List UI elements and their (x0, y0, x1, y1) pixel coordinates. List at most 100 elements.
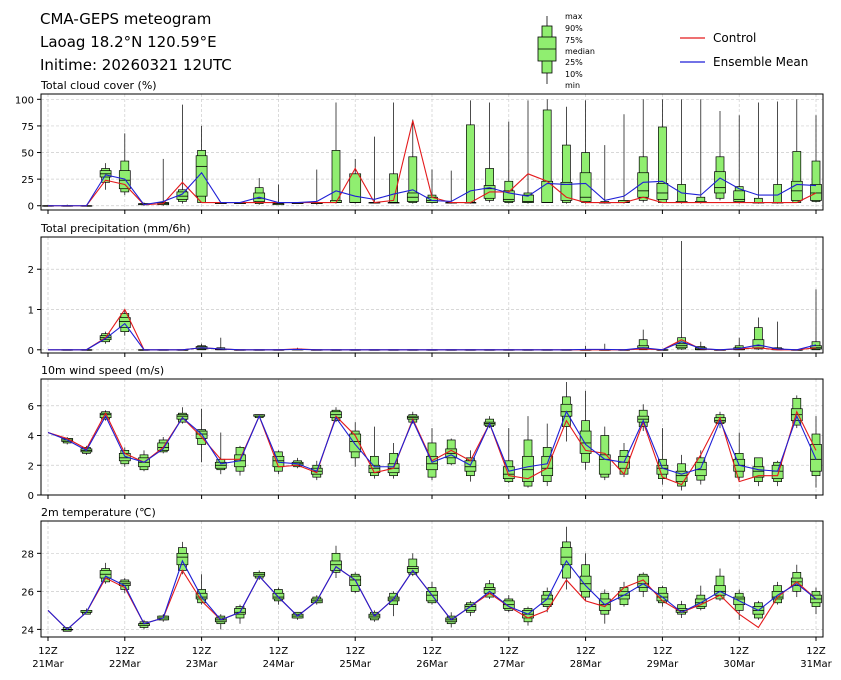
box-7 (176, 104, 189, 204)
box-28 (579, 390, 592, 470)
p25-p75-box (426, 591, 438, 602)
p25-p75-box (502, 190, 515, 202)
y-tick-label: 25 (21, 175, 34, 186)
p25-p75-box (195, 155, 208, 197)
x-tick-label-hour: 12Z (422, 646, 442, 657)
panel-title: Total precipitation (mm/6h) (40, 222, 191, 235)
box-15 (330, 102, 342, 204)
box-18 (387, 442, 400, 479)
p25-p75-box (598, 454, 611, 475)
y-tick-label: 0 (28, 491, 34, 502)
legend-p10: 10% (565, 70, 583, 79)
panel-3: 2m temperature (℃) 24 26 28 12Z 21Mar 12Z 22Mar… (21, 506, 832, 670)
box-30 (618, 442, 630, 478)
p25-p75-box (560, 547, 573, 566)
y-tick-label: 2 (28, 461, 34, 472)
box-22 (464, 600, 477, 617)
box-22 (464, 450, 477, 482)
y-tick-label: 75 (21, 122, 34, 133)
p25-p75-box (752, 339, 765, 349)
box-27 (560, 526, 573, 590)
ensemble-mean-line (48, 322, 817, 351)
x-tick-label-hour: 12Z (806, 646, 826, 657)
p25-p75-box (522, 455, 534, 482)
box-36 (733, 589, 746, 620)
p25-p75-box (714, 171, 726, 194)
y-tick-label: 4 (28, 432, 34, 443)
x-tick-label-date: 30Mar (723, 659, 755, 670)
control-line (48, 120, 817, 207)
box-30 (618, 114, 630, 204)
y-tick-label: 1 (28, 306, 34, 317)
box-31 (637, 329, 650, 351)
box-23 (483, 416, 496, 429)
box-3 (99, 562, 112, 584)
y-tick-label: 100 (15, 95, 34, 106)
x-tick-label-date: 25Mar (339, 659, 371, 670)
legend-min: min (565, 81, 580, 90)
p10-p90-box (485, 168, 494, 201)
x-tick-label-hour: 12Z (729, 646, 749, 657)
box-34 (694, 450, 707, 485)
axes-frame (40, 236, 824, 354)
y-tick-label: 0 (28, 202, 34, 213)
p10-p90-box (754, 327, 763, 350)
location-label: Laoag 18.2°N 120.59°E (40, 33, 217, 51)
p25-p75-box (560, 403, 573, 417)
box-31 (637, 99, 650, 203)
p25-p75-box (752, 466, 765, 478)
legend-median-label: median (565, 47, 595, 56)
x-tick-label-hour: 12Z (576, 646, 596, 657)
box-15 (330, 545, 342, 579)
x-tick-label-date: 24Mar (263, 659, 295, 670)
box-9 (214, 337, 227, 351)
p10-p90-box (408, 156, 418, 203)
ensemble-mean-line (48, 171, 817, 207)
box-9 (214, 432, 227, 475)
box-38 (771, 321, 784, 351)
x-tick-label-date: 29Mar (647, 659, 679, 670)
p10-p90-box (754, 197, 763, 203)
box-12 (272, 184, 285, 206)
p25-p75-box (810, 184, 822, 201)
box-40 (810, 416, 822, 488)
x-tick-label-hour: 12Z (269, 646, 289, 657)
box-22 (464, 100, 477, 204)
p10-p90-box (638, 339, 648, 351)
p25-p75-box (541, 455, 554, 477)
p25-p75-box (733, 190, 746, 202)
y-tick-label: 26 (21, 587, 34, 598)
x-tick-label-date: 21Mar (32, 659, 64, 670)
x-tick-label-hour: 12Z (499, 646, 519, 657)
p25-p75-box (118, 317, 131, 328)
ensemble-mean-line (47, 410, 817, 475)
box-18 (387, 591, 400, 617)
box-35 (714, 111, 726, 201)
x-tick-label-hour: 12Z (345, 646, 365, 657)
p10-p90-box (331, 150, 341, 203)
box-40 (810, 115, 822, 203)
x-tick-label-date: 28Mar (570, 659, 602, 670)
p25-p75-box (541, 594, 554, 606)
p25-p75-box (426, 455, 438, 471)
legend-p90: 90% (565, 24, 583, 33)
axes-frame (40, 93, 824, 211)
p10-p90-box (811, 160, 821, 202)
box-34 (694, 99, 707, 204)
box-7 (176, 541, 189, 575)
box-35 (714, 568, 726, 601)
p25-p75-box (502, 466, 515, 479)
legend-p25: 25% (565, 58, 583, 67)
p25-p75-box (464, 460, 477, 472)
box-17 (368, 426, 381, 479)
box-31 (637, 404, 650, 432)
box-27 (560, 106, 573, 204)
y-tick-label: 28 (21, 549, 34, 560)
legend-control-label: Control (713, 31, 756, 45)
box-18 (387, 102, 400, 204)
y-tick-label: 0 (28, 346, 34, 357)
panel-0: Total cloud cover (%) 0 25 50 75 100 (15, 79, 824, 214)
x-tick-label-date: 26Mar (416, 659, 448, 670)
box-legend: max 90% 75% median 25% 10% min (537, 12, 595, 90)
